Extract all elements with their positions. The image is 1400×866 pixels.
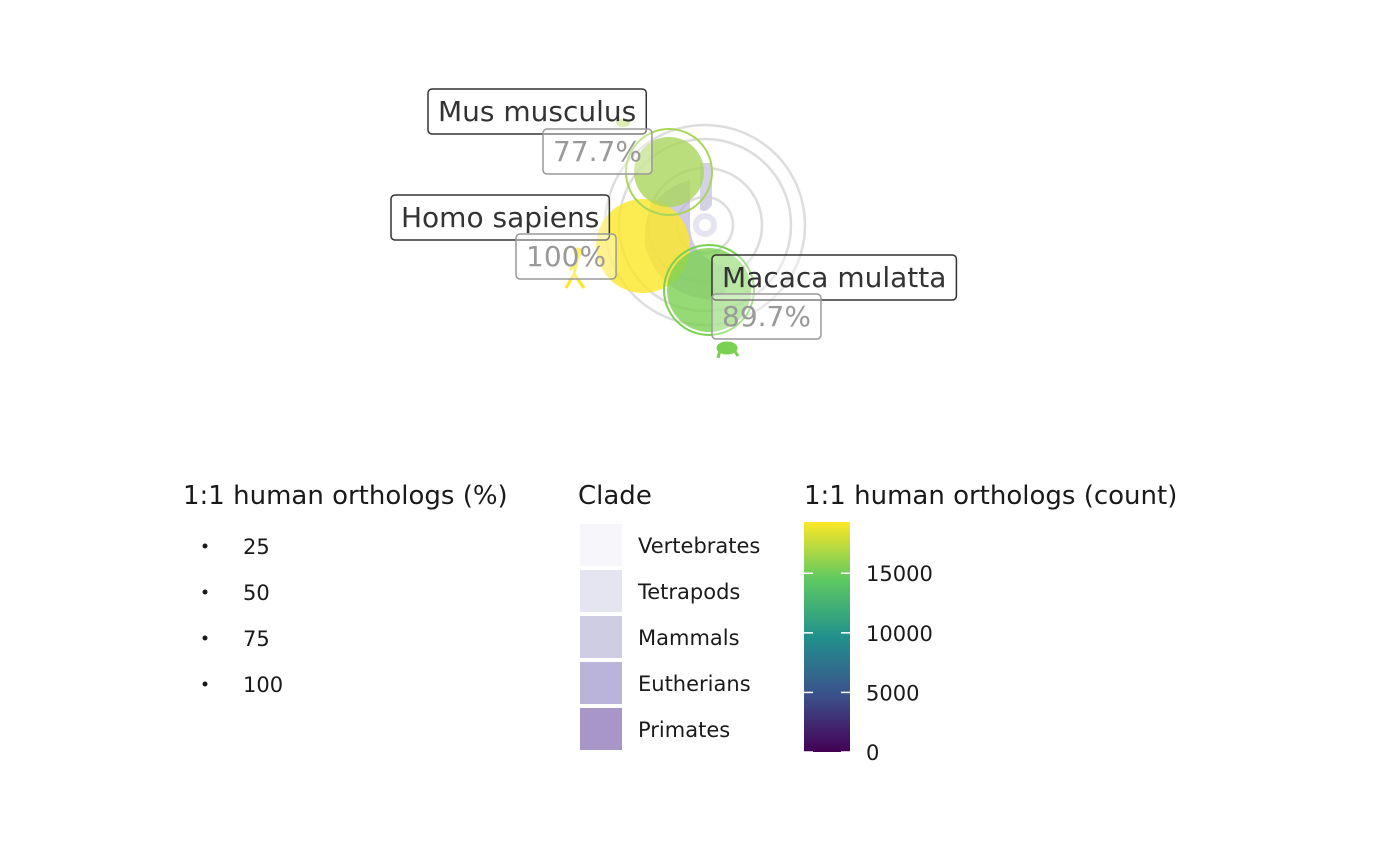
percent-label-homo-sapiens: 100%: [526, 240, 606, 273]
mouse-silhouette-icon: [616, 119, 630, 127]
clade-legend-label: Tetrapods: [637, 580, 740, 604]
human-silhouette-icon: [564, 247, 586, 289]
percent-label-box: [542, 128, 653, 175]
species-label-box: [711, 254, 958, 301]
root-node: [693, 213, 717, 237]
size-legend-dot: [202, 589, 208, 595]
colorbar-tick-label: 10000: [866, 622, 933, 646]
clade-legend-label: Mammals: [638, 626, 740, 650]
size-legend-dot: [202, 543, 208, 549]
colorbar-tick-label: 5000: [866, 681, 919, 705]
size-legend-dot: [202, 635, 208, 641]
size-legend-label: 50: [243, 581, 270, 605]
clade-swatch: [580, 708, 622, 750]
species-label-mus-musculus: Mus musculus: [438, 95, 636, 128]
species-label-box: [427, 88, 648, 135]
size-legend: 1:1 human orthologs (%) 25 50 75 100: [183, 481, 508, 697]
species-label-homo-sapiens: Homo sapiens: [401, 201, 599, 234]
bubble-mus-musculus-ring: [625, 128, 713, 216]
size-legend-label: 75: [243, 627, 270, 651]
colorbar-tick-label: 15000: [866, 562, 933, 586]
percent-label-mus-musculus: 77.7%: [553, 135, 642, 168]
species-label-macaca-mulatta: Macaca mulatta: [722, 261, 946, 294]
percent-label-box: [711, 293, 822, 340]
bubble-homo-sapiens-fill: [596, 199, 690, 293]
clade-swatch: [580, 570, 622, 612]
color-legend: 1:1 human orthologs (count) 0 5000 10000 15…: [804, 481, 1177, 765]
bubble-macaca-mulatta: [663, 244, 755, 336]
bubble-homo-sapiens: [596, 199, 690, 293]
species-labels: Mus musculus 77.7% Homo sapiens 100% Macaca …: [390, 88, 958, 340]
percent-label-box: [515, 233, 617, 280]
clade-swatch: [580, 616, 622, 658]
clade-legend-title: Clade: [578, 481, 652, 511]
clade-swatch: [580, 524, 622, 566]
species-label-box: [390, 194, 611, 241]
size-legend-label: 25: [243, 535, 270, 559]
percent-label-macaca-mulatta: 89.7%: [722, 300, 811, 333]
size-legend-label: 100: [243, 673, 283, 697]
colorbar: [804, 522, 850, 752]
clade-legend: Clade Vertebrates Tetrapods Mammals Eutheri…: [578, 481, 760, 750]
macaque-silhouette-icon: [716, 341, 740, 359]
clade-legend-label: Eutherians: [638, 672, 751, 696]
clade-legend-label: Vertebrates: [638, 534, 760, 558]
bubble-macaca-mulatta-ring: [663, 244, 755, 336]
clade-legend-label: Primates: [638, 718, 730, 742]
size-legend-title: 1:1 human orthologs (%): [183, 481, 508, 511]
bubble-macaca-mulatta-fill: [667, 248, 751, 332]
colorbar-tick-label: 0: [866, 741, 879, 765]
color-legend-title: 1:1 human orthologs (count): [804, 481, 1177, 511]
size-legend-dot: [202, 681, 208, 687]
clade-swatch: [580, 662, 622, 704]
